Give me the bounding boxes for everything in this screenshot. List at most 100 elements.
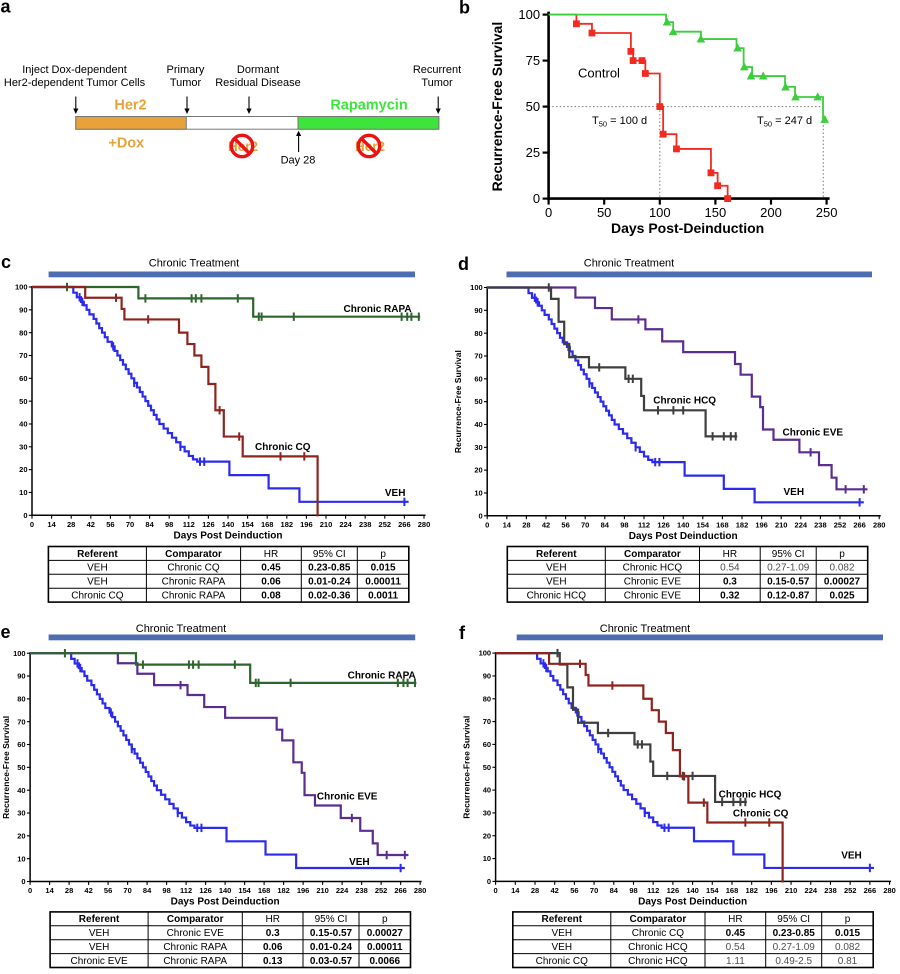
svg-text:Chronic HCQ: Chronic HCQ <box>653 396 716 407</box>
svg-text:98: 98 <box>162 886 170 895</box>
svg-text:0.81: 0.81 <box>838 956 858 967</box>
svg-text:0.23-0.85: 0.23-0.85 <box>773 928 816 939</box>
svg-text:Chronic CQ: Chronic CQ <box>733 809 789 820</box>
svg-text:25: 25 <box>526 145 540 160</box>
svg-text:a: a <box>1 0 12 17</box>
svg-text:0.49-2.5: 0.49-2.5 <box>775 956 812 967</box>
svg-text:126: 126 <box>657 520 670 529</box>
svg-text:Referent: Referent <box>542 914 583 925</box>
svg-text:100: 100 <box>15 283 28 292</box>
svg-text:0.13: 0.13 <box>263 956 283 967</box>
svg-text:Recurrence-Free Survival: Recurrence-Free Survival <box>1 716 11 819</box>
svg-text:e: e <box>1 622 11 642</box>
svg-text:84: 84 <box>610 886 619 895</box>
svg-text:VEH: VEH <box>385 488 406 499</box>
svg-text:Chronic HCQ: Chronic HCQ <box>628 942 688 953</box>
svg-text:112: 112 <box>180 886 192 895</box>
svg-text:56: 56 <box>104 886 112 895</box>
svg-text:20: 20 <box>483 831 491 840</box>
svg-text:0: 0 <box>28 886 32 895</box>
svg-text:252: 252 <box>379 520 392 529</box>
svg-text:Days Post Deinduction: Days Post Deinduction <box>638 896 747 907</box>
svg-text:Chronic CQ: Chronic CQ <box>167 563 219 574</box>
svg-text:70: 70 <box>474 352 482 361</box>
svg-text:VEH: VEH <box>87 577 108 588</box>
svg-text:30: 30 <box>19 442 27 451</box>
svg-text:0.00011: 0.00011 <box>365 577 401 588</box>
svg-text:Her2-dependent Tumor Cells: Her2-dependent Tumor Cells <box>4 77 146 89</box>
svg-text:Days Post Deinduction: Days Post Deinduction <box>629 531 738 542</box>
svg-text:Chronic EVE: Chronic EVE <box>317 792 378 803</box>
svg-text:196: 196 <box>297 886 310 895</box>
svg-text:Recurrence-Free Survival: Recurrence-Free Survival <box>461 716 471 819</box>
svg-text:98: 98 <box>629 886 637 895</box>
svg-text:182: 182 <box>281 520 294 529</box>
svg-text:56: 56 <box>106 520 114 529</box>
svg-text:Chronic RAPA: Chronic RAPA <box>162 577 226 588</box>
svg-text:0.27-1.09: 0.27-1.09 <box>773 942 816 953</box>
svg-text:280: 280 <box>414 886 427 895</box>
svg-text:70: 70 <box>581 520 589 529</box>
svg-text:42: 42 <box>87 520 95 529</box>
svg-text:0.0066: 0.0066 <box>370 956 401 967</box>
svg-text:Chronic CQ: Chronic CQ <box>536 956 588 967</box>
svg-text:Chronic EVE: Chronic EVE <box>783 428 844 439</box>
svg-text:p: p <box>845 914 851 925</box>
svg-text:Comparator: Comparator <box>630 914 687 925</box>
svg-text:238: 238 <box>824 886 837 895</box>
svg-text:84: 84 <box>143 886 152 895</box>
svg-text:224: 224 <box>336 886 349 895</box>
svg-text:42: 42 <box>542 520 550 529</box>
svg-text:30: 30 <box>483 809 491 818</box>
svg-text:0.01-0.24: 0.01-0.24 <box>310 942 353 953</box>
svg-text:VEH: VEH <box>784 487 805 498</box>
svg-text:28: 28 <box>67 520 75 529</box>
svg-text:Chronic RAPA: Chronic RAPA <box>163 942 227 953</box>
svg-text:224: 224 <box>805 886 818 895</box>
svg-text:0.3: 0.3 <box>723 577 737 588</box>
svg-text:0.45: 0.45 <box>726 928 746 939</box>
svg-text:VEH: VEH <box>552 928 573 939</box>
svg-text:126: 126 <box>199 886 212 895</box>
svg-text:Comparator: Comparator <box>167 914 224 925</box>
svg-text:168: 168 <box>716 520 729 529</box>
svg-text:p: p <box>382 914 388 925</box>
svg-text:Referent: Referent <box>77 549 118 560</box>
svg-text:VEH: VEH <box>546 577 567 588</box>
svg-text:Comparator: Comparator <box>165 549 222 560</box>
svg-text:210: 210 <box>320 520 333 529</box>
svg-text:100: 100 <box>518 7 540 22</box>
svg-text:210: 210 <box>775 520 788 529</box>
svg-text:70: 70 <box>126 520 134 529</box>
svg-text:95% CI: 95% CI <box>315 914 348 925</box>
svg-text:10: 10 <box>474 489 482 498</box>
svg-text:70: 70 <box>590 886 598 895</box>
svg-text:Recurrent: Recurrent <box>413 64 461 76</box>
svg-text:50: 50 <box>526 99 540 114</box>
svg-text:1.11: 1.11 <box>726 956 745 967</box>
svg-text:196: 196 <box>755 520 768 529</box>
svg-text:224: 224 <box>339 520 352 529</box>
svg-text:Tumor: Tumor <box>421 77 453 89</box>
svg-text:70: 70 <box>19 351 27 360</box>
svg-text:112: 112 <box>638 520 650 529</box>
svg-text:0.015: 0.015 <box>835 928 860 939</box>
svg-text:b: b <box>459 0 470 18</box>
svg-text:126: 126 <box>202 520 215 529</box>
svg-text:0.082: 0.082 <box>829 563 854 574</box>
svg-text:Comparator: Comparator <box>624 549 681 560</box>
svg-text:c: c <box>1 252 11 272</box>
svg-text:40: 40 <box>17 786 25 795</box>
svg-text:d: d <box>458 254 469 274</box>
svg-text:0: 0 <box>30 520 34 529</box>
svg-text:168: 168 <box>726 886 739 895</box>
svg-text:95% CI: 95% CI <box>777 914 810 925</box>
svg-text:40: 40 <box>19 420 27 429</box>
svg-text:80: 80 <box>474 329 482 338</box>
svg-text:60: 60 <box>483 740 491 749</box>
svg-text:112: 112 <box>183 520 195 529</box>
svg-text:Residual Disease: Residual Disease <box>215 77 301 89</box>
svg-text:266: 266 <box>394 886 407 895</box>
svg-text:0.12-0.87: 0.12-0.87 <box>767 591 810 602</box>
svg-text:80: 80 <box>17 695 25 704</box>
